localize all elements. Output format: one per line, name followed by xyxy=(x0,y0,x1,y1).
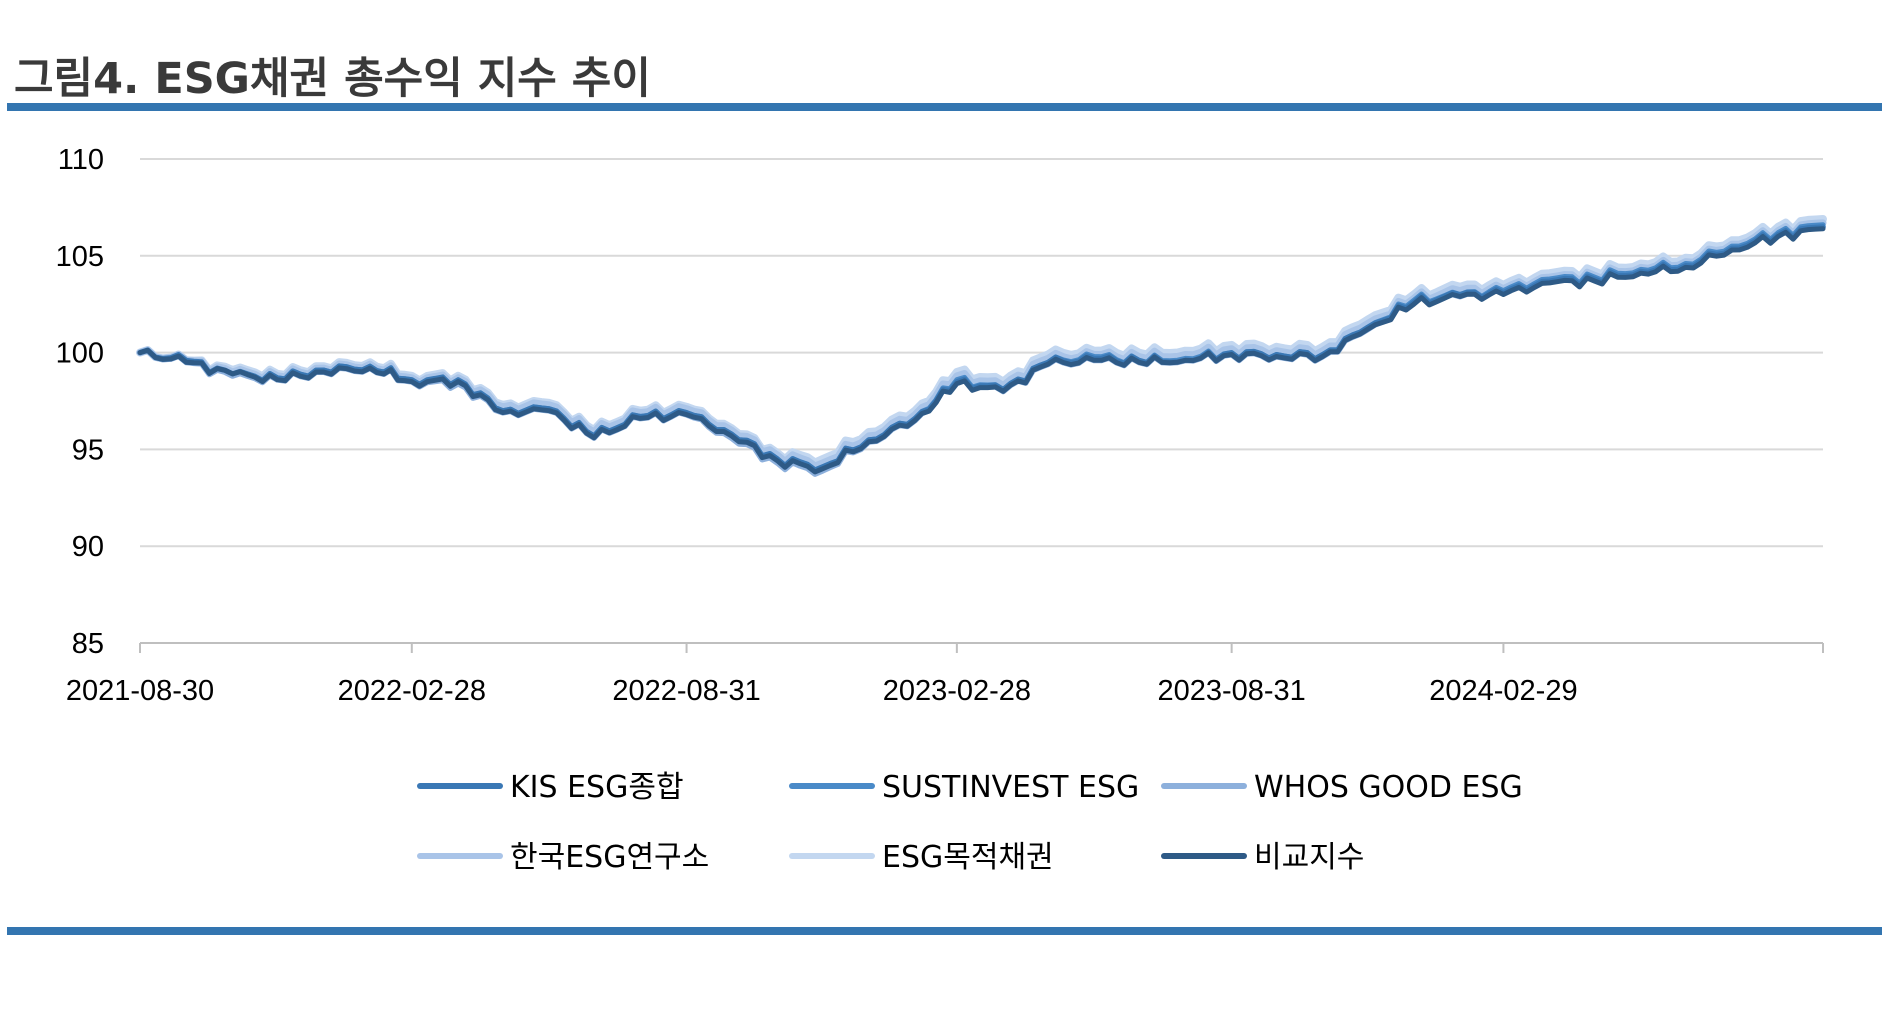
footer-divider xyxy=(7,927,1882,935)
y-tick-label: 90 xyxy=(72,531,104,563)
line-chart: 85 90 95 100 105 110 2021-08-30 2022-02-28 2022… xyxy=(56,144,1827,875)
series-line-1 xyxy=(137,222,1826,473)
y-tick-label: 85 xyxy=(72,628,104,660)
series-line-2 xyxy=(137,223,1826,477)
x-axis: 2021-08-30 2022-02-28 2022-08-31 2023-02-28… xyxy=(66,642,1824,707)
y-tick-label: 110 xyxy=(58,144,104,176)
legend-label: WHOS GOOD ESG xyxy=(1254,770,1523,805)
legend-label: KIS ESG종합 xyxy=(510,770,684,805)
legend-label: 한국ESG연구소 xyxy=(510,840,709,875)
series-lines xyxy=(136,215,1827,477)
y-tick-label: 105 xyxy=(56,241,104,273)
x-tick-label: 2024-02-29 xyxy=(1429,675,1577,707)
legend-label: 비교지수 xyxy=(1254,840,1364,875)
x-tick-label: 2022-02-28 xyxy=(338,675,486,707)
series-line-0 xyxy=(137,224,1826,473)
y-axis-ticks: 85 90 95 100 105 110 xyxy=(56,144,104,660)
series-line-3 xyxy=(136,219,1827,470)
gridlines xyxy=(140,158,1823,644)
legend-label: ESG목적채권 xyxy=(882,840,1054,875)
x-tick-label: 2022-08-31 xyxy=(612,675,760,707)
page-title: 그림4. ESG채권 총수익 지수 추이 xyxy=(14,54,651,104)
y-tick-label: 100 xyxy=(56,338,104,370)
legend-label: SUSTINVEST ESG xyxy=(882,770,1139,805)
title-divider xyxy=(7,103,1882,111)
x-tick-label: 2023-08-31 xyxy=(1157,675,1305,707)
y-tick-label: 95 xyxy=(72,434,104,466)
series-line-5 xyxy=(137,226,1826,475)
legend: KIS ESG종합 SUSTINVEST ESG WHOS GOOD ESG 한국ES… xyxy=(417,770,1523,875)
x-tick-label: 2021-08-30 xyxy=(66,675,214,707)
x-tick-label: 2023-02-28 xyxy=(883,675,1031,707)
